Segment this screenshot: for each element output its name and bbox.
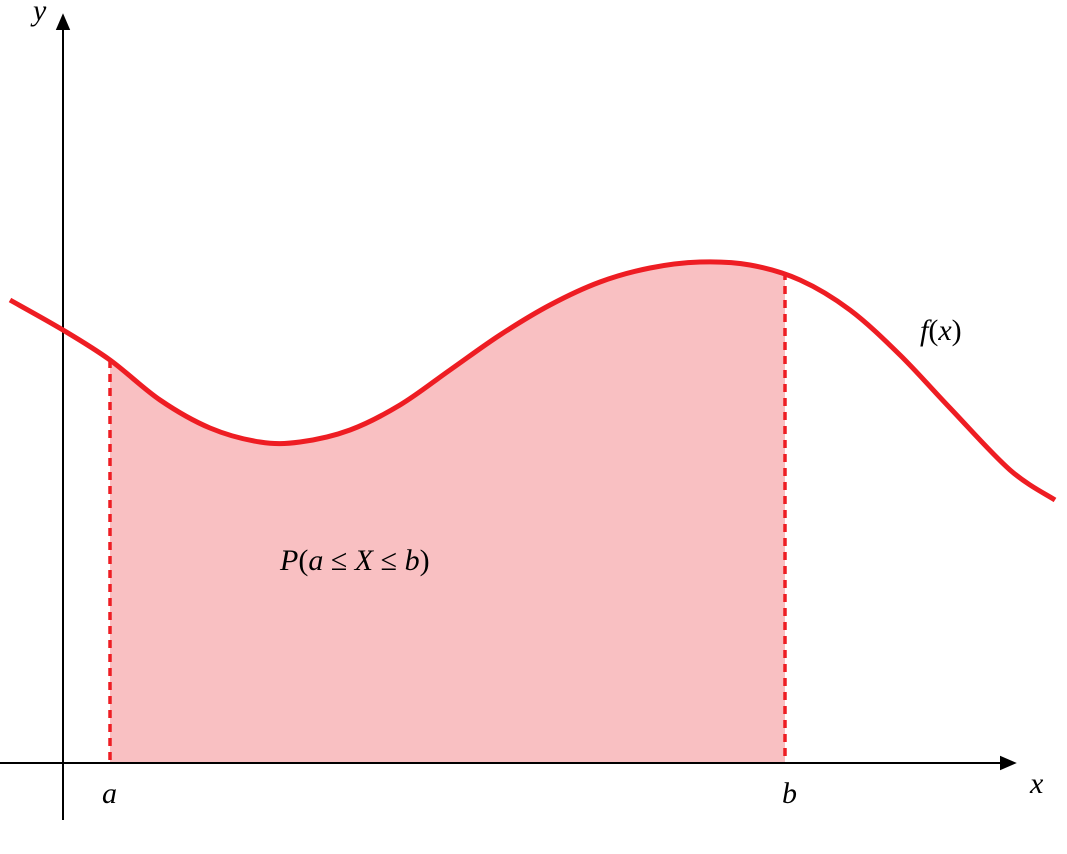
chart-container: x y a b f(x) P(a ≤ X ≤ b) bbox=[0, 0, 1067, 854]
b-tick-label: b bbox=[782, 777, 797, 810]
function-label: f(x) bbox=[920, 314, 962, 347]
probability-density-chart: x y a b f(x) P(a ≤ X ≤ b) bbox=[0, 0, 1067, 854]
x-axis-label: x bbox=[1029, 767, 1044, 800]
x-axis-arrow bbox=[1000, 756, 1017, 770]
probability-label: P(a ≤ X ≤ b) bbox=[279, 544, 430, 577]
a-tick-label: a bbox=[102, 777, 117, 810]
y-axis-arrow bbox=[56, 13, 70, 30]
shaded-probability-area bbox=[110, 262, 785, 763]
y-axis-label: y bbox=[30, 0, 47, 27]
